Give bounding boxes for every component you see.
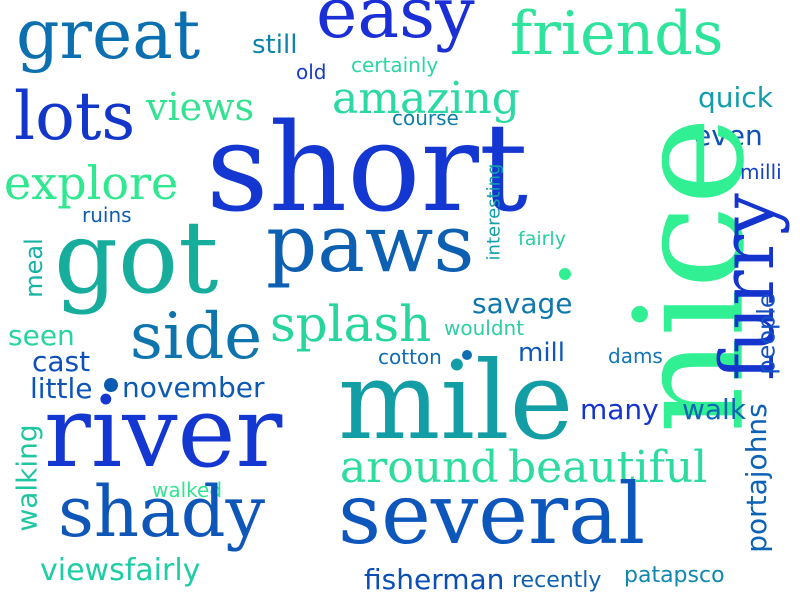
word-savage: savage [472, 287, 573, 320]
word-seen: seen [8, 319, 75, 352]
word-several: several [338, 465, 646, 563]
word-old: old [296, 60, 327, 84]
word-certainly: certainly [351, 53, 439, 77]
word-patapsco: patapsco [624, 563, 725, 588]
word-got: got [54, 199, 219, 316]
word-viewsfairly: viewsfairly [40, 553, 201, 588]
word-beautiful: beautiful [508, 442, 708, 493]
word-walked: walked [152, 478, 223, 502]
word-people: people [752, 293, 781, 375]
word-meal: meal [19, 238, 48, 298]
word-fisherman: fisherman [364, 563, 505, 596]
word-november: november [122, 371, 265, 404]
word-recently: recently [512, 568, 602, 593]
word-amazing: amazing [332, 73, 520, 124]
word-many: many [580, 393, 659, 426]
word-around: around [340, 442, 499, 493]
word-mill: mill [518, 338, 565, 368]
word-river: river [44, 376, 283, 490]
word-even: even [694, 119, 763, 152]
word-cast: cast [32, 345, 91, 378]
word-walk: walk [682, 393, 747, 426]
little-dot [104, 378, 118, 392]
word-dams: dams [608, 344, 663, 368]
word-quick: quick [698, 81, 773, 114]
word-short: short [206, 97, 528, 239]
word-shady: shady [58, 471, 266, 553]
word-side: side [130, 300, 263, 374]
word-fairly: fairly [518, 228, 566, 250]
word-wouldnt: wouldnt [444, 316, 525, 340]
nice-dot [559, 268, 571, 280]
word-easy: easy [316, 0, 475, 54]
word-great: great [16, 0, 201, 75]
word-milli: milli [740, 160, 782, 184]
word-explore: explore [4, 156, 179, 210]
word-little: little [30, 372, 93, 405]
word-friends: friends [510, 0, 724, 69]
word-walking: walking [10, 424, 44, 532]
word-interesting: interesting [483, 163, 505, 261]
word-mile: mile [338, 339, 574, 464]
word-cotton: cotton [378, 345, 442, 369]
word-course: course [392, 106, 459, 130]
word-still: still [252, 30, 298, 60]
word-splash: splash [270, 295, 432, 353]
word-lots: lots [14, 78, 136, 155]
word-paws: paws [266, 197, 475, 290]
cotton-dot [462, 350, 472, 360]
word-portajohns: portajohns [739, 403, 773, 553]
word-ruins: ruins [82, 203, 132, 227]
word-views: views [146, 85, 255, 129]
